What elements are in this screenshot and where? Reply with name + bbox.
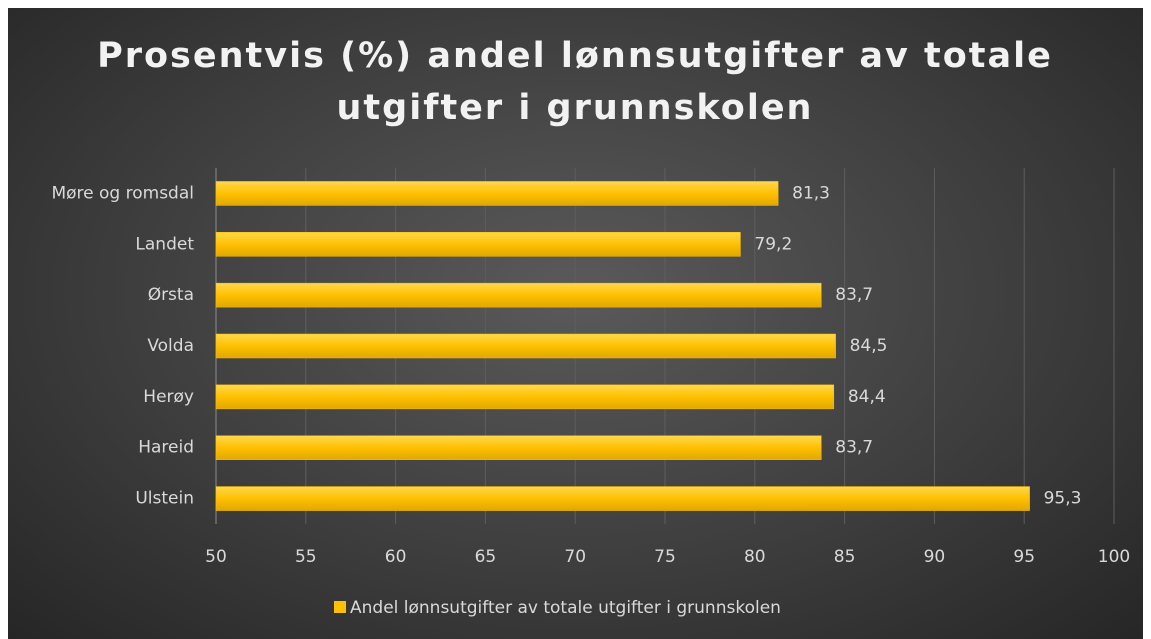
y-tick-label: Volda — [147, 336, 194, 356]
x-tick-label: 65 — [475, 547, 497, 567]
bar — [215, 435, 822, 460]
x-tick-label: 100 — [1098, 547, 1130, 567]
y-tick-label: Ulstein — [135, 489, 194, 509]
data-label: 79,2 — [754, 234, 792, 254]
x-tick-label: 85 — [834, 547, 856, 567]
bar — [215, 486, 1030, 511]
y-tick-label: Ørsta — [148, 285, 194, 305]
x-tick-label: 60 — [385, 547, 407, 567]
x-tick-label: 75 — [654, 547, 676, 567]
legend-label: Andel lønnsutgifter av totale utgifter i… — [350, 598, 781, 618]
x-tick-label: 80 — [744, 547, 766, 567]
y-tick-label: Hareid — [138, 438, 194, 458]
x-tick-label: 55 — [295, 547, 317, 567]
data-label: 81,3 — [792, 183, 830, 203]
x-tick-label: 50 — [205, 547, 227, 567]
legend-swatch — [334, 601, 346, 613]
data-label: 95,3 — [1044, 489, 1082, 509]
data-label: 83,7 — [835, 438, 873, 458]
y-tick-label: Landet — [135, 234, 194, 254]
x-tick-label: 70 — [564, 547, 586, 567]
x-tick-label: 90 — [924, 547, 946, 567]
bar — [215, 333, 836, 359]
y-tick-label: Møre og romsdal — [51, 183, 194, 203]
data-label: 84,4 — [848, 387, 886, 407]
chart-title: Prosentvis (%) andel lønnsutgifter av to… — [97, 36, 1053, 128]
bar — [215, 181, 779, 206]
data-label: 83,7 — [835, 285, 873, 305]
data-label: 84,5 — [850, 336, 888, 356]
bar — [215, 232, 741, 257]
bar — [215, 282, 822, 308]
y-tick-label: Herøy — [143, 387, 194, 407]
bar — [215, 384, 835, 410]
x-tick-label: 95 — [1013, 547, 1035, 567]
